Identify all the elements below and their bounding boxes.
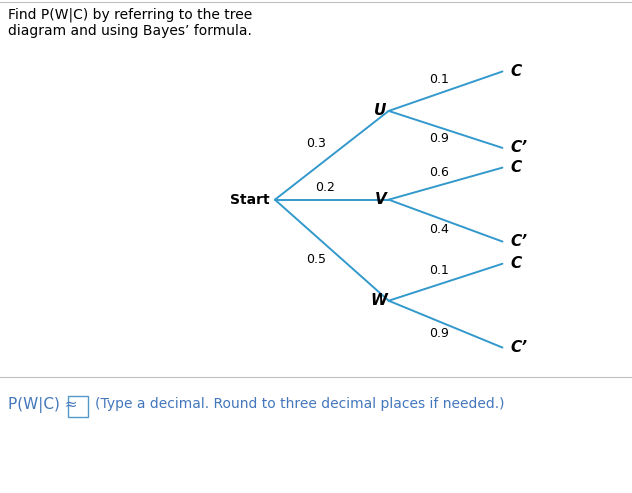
Text: U: U: [374, 104, 387, 118]
Text: 0.3: 0.3: [306, 138, 326, 150]
Text: 0.6: 0.6: [429, 166, 449, 179]
Text: C: C: [510, 64, 521, 79]
Text: C: C: [510, 256, 521, 271]
Text: 0.1: 0.1: [429, 264, 449, 277]
Text: V: V: [375, 192, 387, 207]
Text: Find P(W|C) by referring to the tree
diagram and using Bayes’ formula.: Find P(W|C) by referring to the tree dia…: [8, 7, 252, 38]
Text: 0.4: 0.4: [429, 223, 449, 236]
Text: C’: C’: [510, 141, 527, 155]
Text: 0.9: 0.9: [429, 132, 449, 145]
Text: 0.9: 0.9: [429, 326, 449, 340]
Text: (Type a decimal. Round to three decimal places if needed.): (Type a decimal. Round to three decimal …: [95, 397, 504, 411]
Text: P(W|C) ≈: P(W|C) ≈: [8, 397, 77, 413]
Text: 0.2: 0.2: [315, 181, 336, 194]
Text: C’: C’: [510, 234, 527, 249]
Text: 0.5: 0.5: [306, 252, 326, 266]
FancyBboxPatch shape: [68, 396, 88, 417]
Text: 0.1: 0.1: [429, 73, 449, 86]
Text: Start: Start: [230, 193, 270, 207]
Text: C: C: [510, 160, 521, 175]
Text: W: W: [370, 293, 387, 308]
Text: C’: C’: [510, 340, 527, 355]
